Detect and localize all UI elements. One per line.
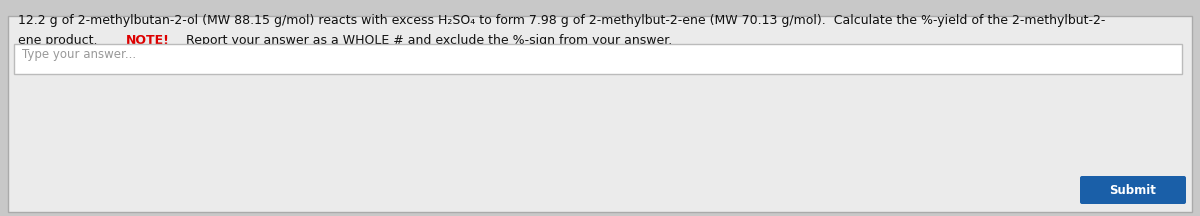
- Text: 12.2 g of 2-methylbutan-2-ol (MW 88.15 g/mol) reacts with excess H₂SO₄ to form 7: 12.2 g of 2-methylbutan-2-ol (MW 88.15 g…: [18, 14, 1105, 27]
- FancyBboxPatch shape: [14, 44, 1182, 74]
- Text: Submit: Submit: [1110, 184, 1157, 197]
- Text: NOTE!: NOTE!: [126, 34, 169, 47]
- Text: Report your answer as a WHOLE # and exclude the %-sign from your answer.: Report your answer as a WHOLE # and excl…: [182, 34, 673, 47]
- FancyBboxPatch shape: [1080, 176, 1186, 204]
- FancyBboxPatch shape: [8, 16, 1192, 212]
- Text: Type your answer...: Type your answer...: [22, 48, 136, 61]
- Text: ene product.: ene product.: [18, 34, 102, 47]
